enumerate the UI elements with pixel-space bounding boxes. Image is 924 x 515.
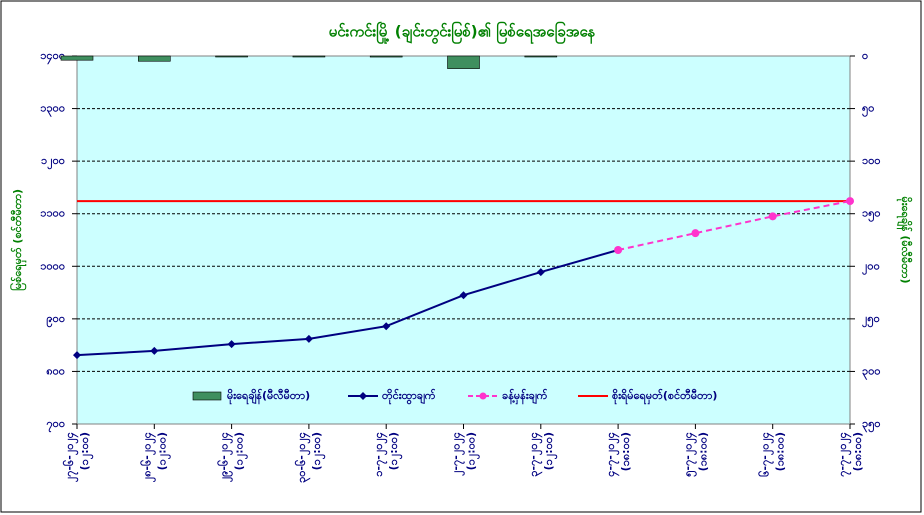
y2-tick-label: ၃၀၀ — [862, 364, 881, 380]
y-tick-label: ၁၀၀၀ — [40, 259, 65, 272]
rain-bar — [447, 55, 480, 69]
x-tick-label: ၃-၇-၂၀၂၄ — [527, 432, 543, 477]
x-tick-time: (၁၂:၀၀) — [387, 432, 403, 470]
marker — [846, 197, 854, 206]
x-tick-label: ၇-၇-၂၀၂၄ — [836, 432, 852, 477]
y2-tick-label: ၂၀၀ — [862, 259, 880, 275]
x-tick-time: (၁၈:၀၀) — [851, 432, 864, 471]
x-tick-time: (၁၂:၀၀) — [78, 432, 94, 470]
legend-label: မိုးရေချိန်(မီလီမီတာ) — [227, 388, 310, 405]
x-tick-label: ၂၉-၆-၂၀၂၄ — [218, 432, 234, 482]
marker — [227, 340, 236, 349]
x-tick-time: (၁၂:၀၀) — [155, 432, 171, 470]
x-tick-time: (၁၂:၀၀) — [465, 432, 481, 470]
y-tick-label: ၉၀၀ — [46, 312, 65, 328]
x-tick-label: ၂၈-၆-၂၀၂၄ — [140, 432, 156, 482]
y-tick-label: ၁၂၀၀ — [41, 154, 65, 170]
y2-tick-label: ၃၅၀ — [862, 417, 881, 433]
y-tick-label: ၈၀၀ — [46, 364, 65, 377]
series-line — [76, 249, 619, 357]
marker — [614, 245, 623, 254]
y-tick-label: ၇၀၀ — [46, 417, 65, 433]
y2-tick-label: ၁၀၀ — [862, 154, 881, 167]
x-tick-time: (၁၈:၀၀) — [696, 432, 709, 471]
marker — [691, 229, 700, 238]
y2-tick-label: ၅၀ — [862, 102, 874, 118]
y-tick-label: ၁၄၀၀ — [40, 49, 65, 65]
y2-tick-label: ၂၅၀ — [862, 312, 880, 328]
legend-marker — [479, 392, 487, 400]
x-tick-time: (၁၂:၀၀) — [233, 432, 249, 470]
legend-label: ခန့်မှန်းချက် — [502, 388, 548, 405]
y-axis-label: မြစ်ရေမှတ် (စင်တီမီတာ) — [9, 189, 27, 291]
y-tick-label: ၁၃၀၀ — [40, 102, 65, 118]
marker — [459, 291, 468, 300]
y-tick-label: ၁၁၀၀ — [40, 207, 65, 220]
marker — [304, 334, 313, 343]
x-tick-label: ၆-၇-၂၀၂၄ — [759, 432, 775, 477]
y2-tick-label: ၀ — [862, 49, 868, 62]
x-tick-label: ၅-၇-၂၀၂၄ — [681, 432, 697, 477]
legend-swatch — [192, 391, 222, 401]
x-tick-label: ၂၇-၆-၂၀၂၄ — [63, 432, 79, 482]
rain-bar — [369, 55, 403, 58]
rain-bar — [524, 55, 558, 58]
y2-axis-label: မိုးရေချိန် (မီလီမီတာ) — [896, 197, 913, 284]
rain-bar — [138, 55, 171, 62]
x-tick-label: ၂-၇-၂၀၂၄ — [450, 432, 466, 476]
marker — [73, 351, 81, 360]
rain-bar — [60, 55, 94, 61]
marker — [382, 322, 391, 331]
x-tick-time: (၁၈:၀၀) — [619, 432, 632, 471]
x-tick-label: ၁-၇-၂၀၂၄ — [372, 432, 388, 477]
y2-tick-label: ၁၅၀ — [862, 207, 881, 223]
rain-bar — [292, 55, 326, 58]
x-tick-time: (၁၂:၀၀) — [310, 432, 326, 470]
x-tick-time: (၁၈:၀၀) — [774, 432, 787, 471]
plot-area — [76, 55, 851, 425]
x-tick-time: (၁၂:၀၀) — [542, 432, 558, 470]
legend-label: တိုင်းထွာချက် — [382, 388, 436, 405]
legend-label: စိုးရိမ်ရေမှတ်(စင်တီမီတာ) — [612, 388, 717, 405]
rain-bar — [215, 55, 248, 58]
x-tick-label: ၄-၇-၂၀၂၄ — [604, 432, 620, 477]
marker — [768, 212, 777, 221]
legend-marker — [359, 392, 367, 400]
x-tick-label: ၃၀-၆-၂၀၂၄ — [295, 432, 311, 483]
marker — [536, 268, 545, 277]
marker — [150, 346, 159, 355]
